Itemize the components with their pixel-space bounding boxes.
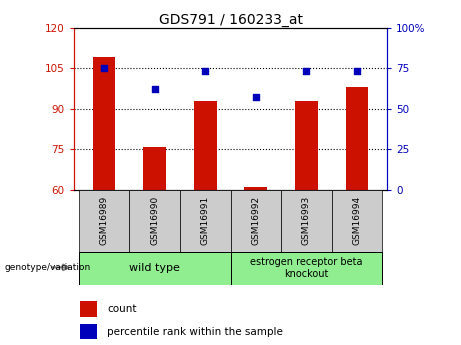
Text: genotype/variation: genotype/variation (5, 263, 91, 272)
Bar (194, 101, 217, 190)
Text: GSM16991: GSM16991 (201, 196, 210, 245)
Bar (230, 252, 382, 285)
Bar (79, 252, 230, 285)
Point (353, 69, 361, 74)
Bar (230, 190, 281, 252)
Bar (244, 187, 267, 190)
Bar (79, 190, 130, 252)
Point (201, 69, 209, 74)
Text: wild type: wild type (129, 263, 180, 273)
Bar (130, 190, 180, 252)
Bar (93, 57, 115, 190)
Title: GDS791 / 160233_at: GDS791 / 160233_at (159, 12, 302, 27)
Bar (80, 324, 97, 339)
Bar (331, 190, 382, 252)
Text: GSM16993: GSM16993 (302, 196, 311, 245)
Bar (80, 301, 97, 317)
Point (303, 69, 310, 74)
Bar (143, 147, 166, 190)
Text: GSM16994: GSM16994 (352, 196, 361, 245)
Text: GSM16990: GSM16990 (150, 196, 159, 245)
Text: GSM16992: GSM16992 (251, 196, 260, 245)
Bar (295, 101, 318, 190)
Text: percentile rank within the sample: percentile rank within the sample (107, 327, 283, 337)
Bar (281, 190, 331, 252)
Text: GSM16989: GSM16989 (100, 196, 109, 245)
Point (100, 66, 108, 71)
Bar (346, 87, 368, 190)
Point (151, 87, 158, 92)
Text: count: count (107, 304, 136, 314)
Text: estrogen receptor beta
knockout: estrogen receptor beta knockout (250, 257, 363, 279)
Point (252, 95, 260, 100)
Bar (180, 190, 230, 252)
